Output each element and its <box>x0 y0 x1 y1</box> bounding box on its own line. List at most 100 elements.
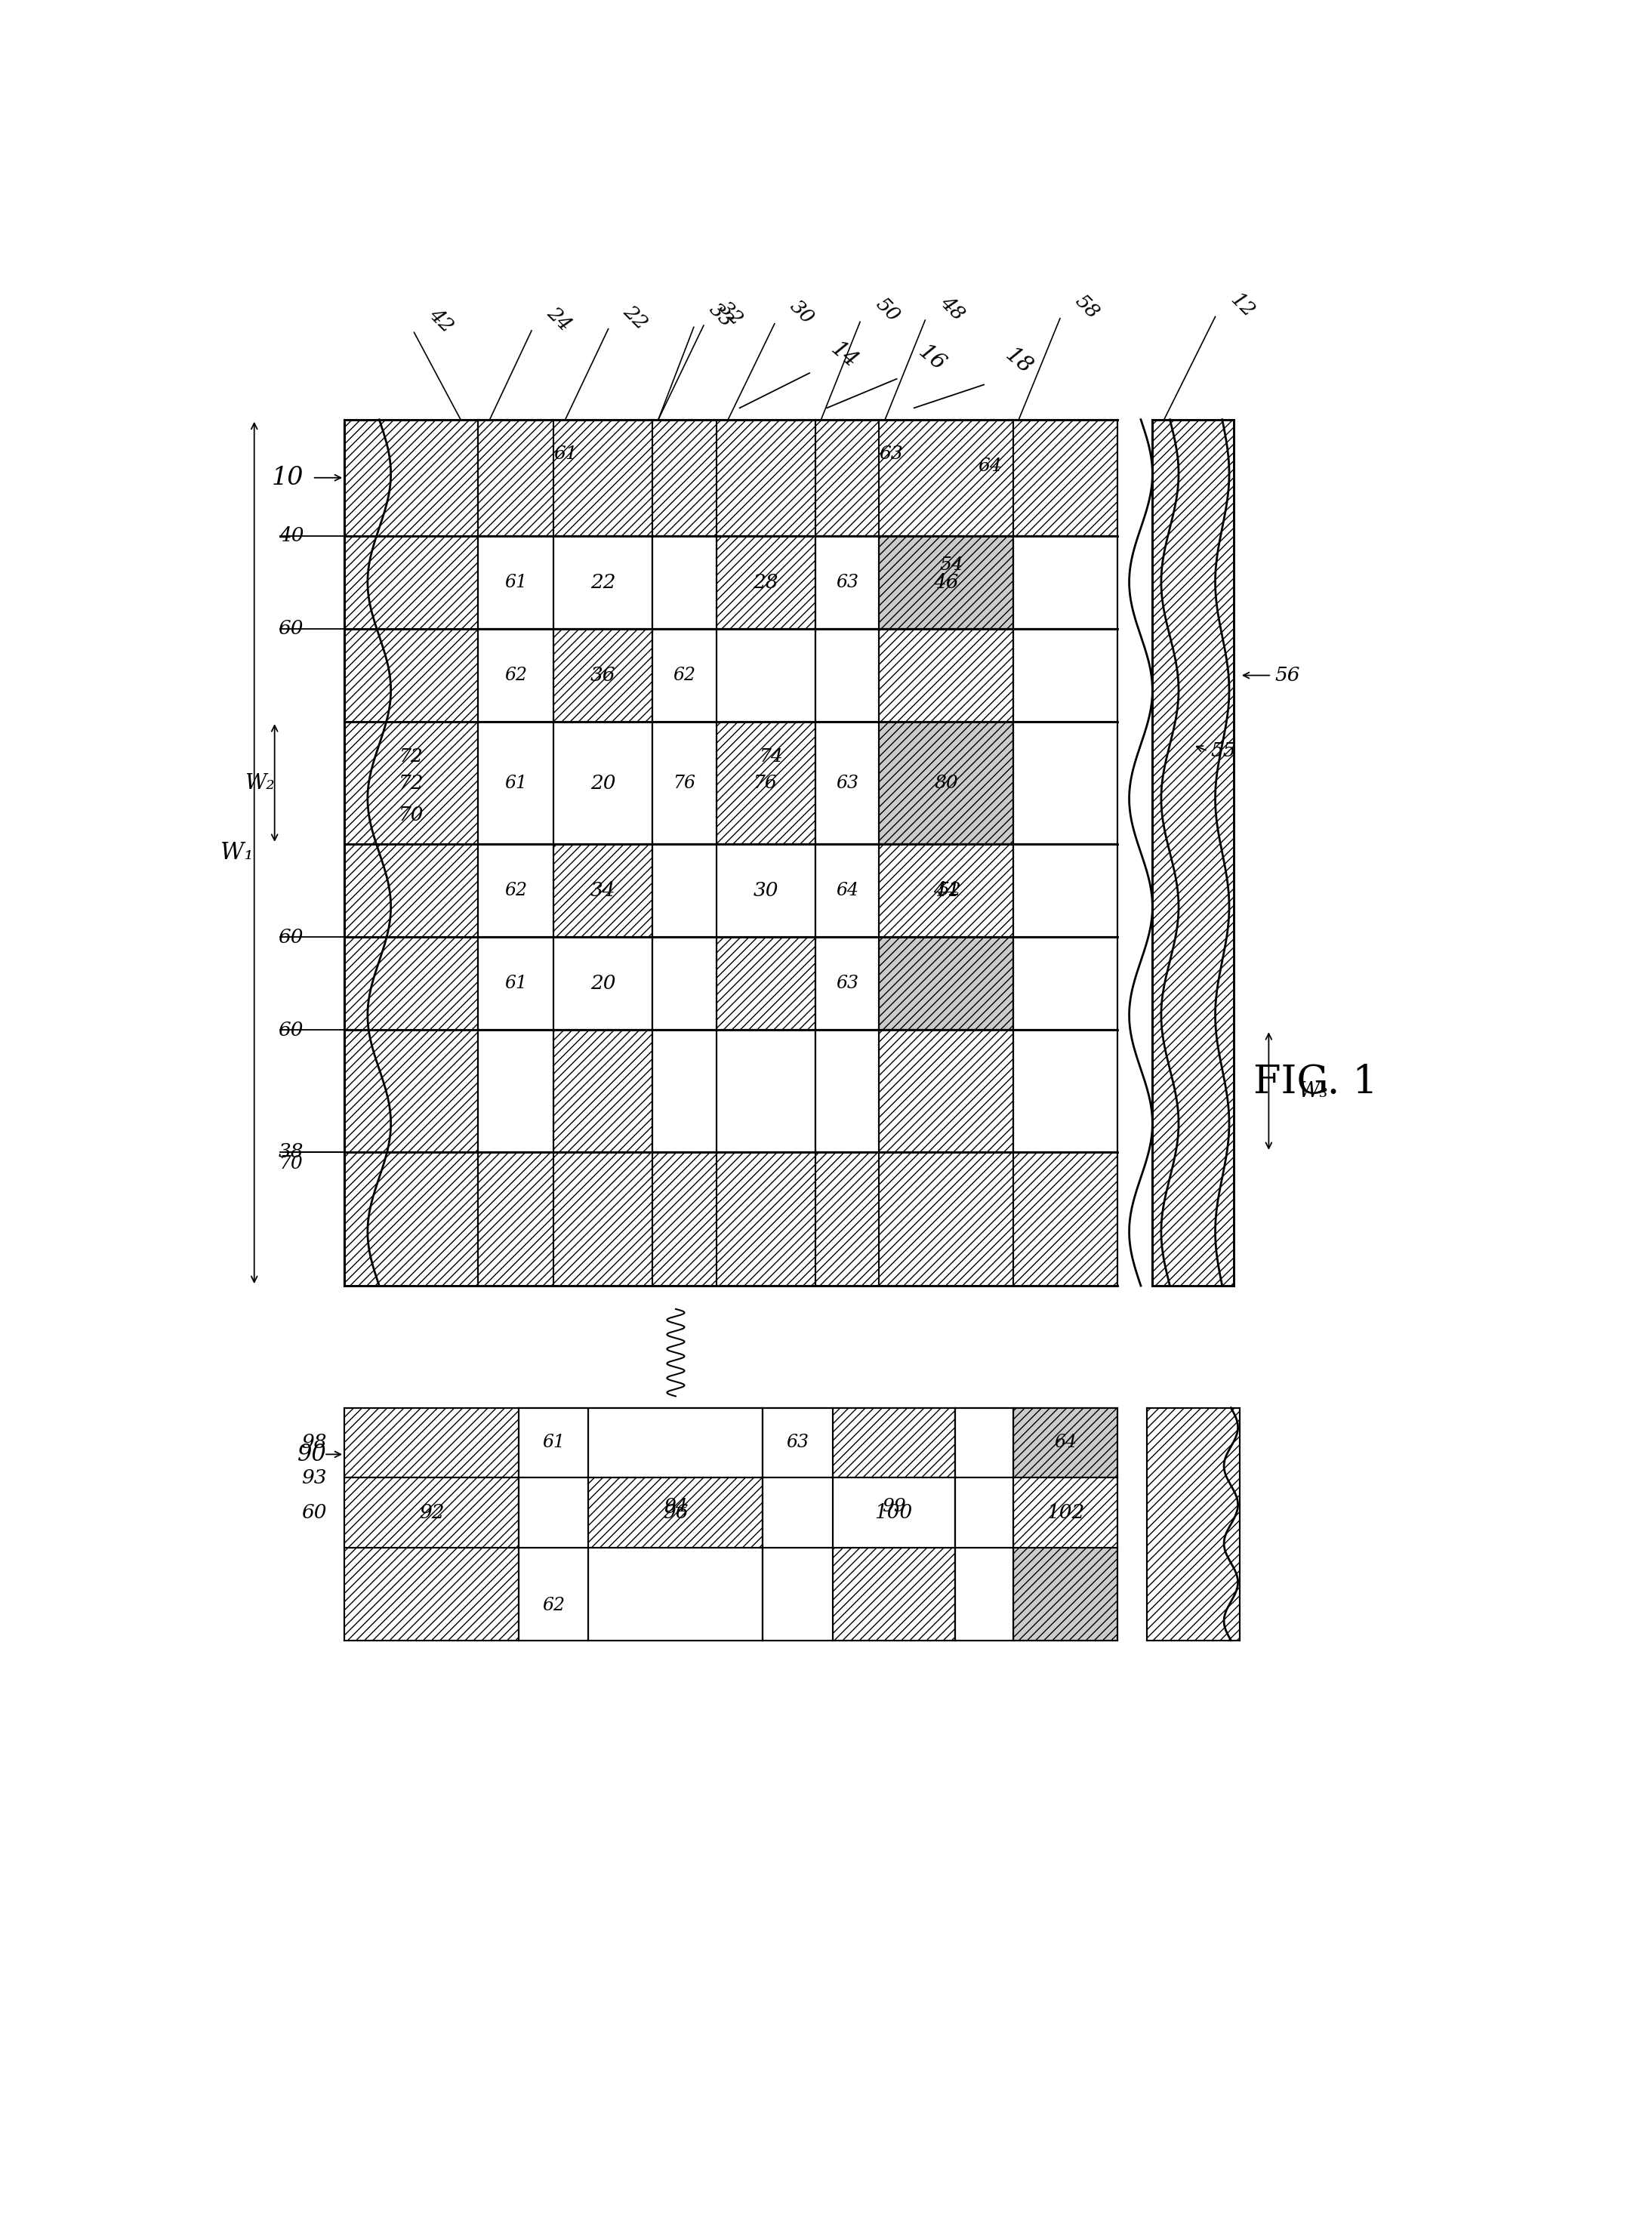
Bar <box>477 537 553 629</box>
Text: 60: 60 <box>278 928 304 946</box>
Bar <box>344 1407 1117 1479</box>
Bar <box>955 1548 1013 1640</box>
Bar <box>814 723 879 843</box>
Text: FIG. 1: FIG. 1 <box>1252 1063 1378 1101</box>
Text: 56: 56 <box>1275 667 1300 685</box>
Text: 62: 62 <box>504 881 527 899</box>
Text: 20: 20 <box>590 973 616 993</box>
Bar <box>717 537 814 629</box>
Text: 61: 61 <box>542 1434 565 1452</box>
Bar <box>653 937 717 1029</box>
Text: 54: 54 <box>940 557 963 573</box>
Text: 62: 62 <box>542 1597 565 1615</box>
Text: 33: 33 <box>705 300 737 331</box>
Text: 32: 32 <box>715 298 747 329</box>
Bar <box>477 1029 553 1152</box>
Bar <box>553 937 653 1029</box>
Bar <box>879 629 1013 723</box>
Text: 63: 63 <box>836 573 859 591</box>
Bar <box>344 421 477 1286</box>
Text: 63: 63 <box>786 1434 809 1452</box>
Text: 76: 76 <box>753 774 778 792</box>
Text: 72: 72 <box>400 747 423 765</box>
Text: 63: 63 <box>879 445 904 463</box>
Bar <box>879 1029 1013 1152</box>
Text: 92: 92 <box>420 1503 444 1521</box>
Text: 34: 34 <box>590 881 616 899</box>
Bar <box>833 1407 955 1479</box>
Text: 58: 58 <box>1072 291 1104 322</box>
Text: 40: 40 <box>278 526 304 546</box>
Text: 62: 62 <box>672 667 695 685</box>
Text: 22: 22 <box>620 302 651 333</box>
Bar <box>717 937 814 1029</box>
Text: 61: 61 <box>504 774 527 792</box>
Bar <box>1146 1407 1239 1640</box>
Bar <box>1153 421 1234 1286</box>
Text: 30: 30 <box>753 881 778 899</box>
Bar <box>519 1548 588 1640</box>
Text: 10: 10 <box>271 465 304 490</box>
Bar <box>717 629 814 723</box>
Text: 102: 102 <box>1046 1503 1084 1521</box>
Text: 22: 22 <box>590 573 616 593</box>
Text: 18: 18 <box>1001 344 1036 378</box>
Bar <box>477 937 553 1029</box>
Bar <box>477 1152 1117 1286</box>
Bar <box>653 537 717 629</box>
Bar <box>653 1029 717 1152</box>
Text: 38: 38 <box>278 1143 304 1161</box>
Bar <box>833 1479 955 1548</box>
Text: 76: 76 <box>672 774 695 792</box>
Text: 62: 62 <box>504 667 527 685</box>
Text: 12: 12 <box>1227 289 1259 320</box>
Bar <box>879 937 1013 1029</box>
Bar <box>763 1548 833 1640</box>
Bar <box>519 1407 588 1479</box>
Bar <box>1013 1548 1117 1640</box>
Text: 36: 36 <box>590 667 616 685</box>
Text: 55: 55 <box>1211 740 1236 761</box>
Text: 99: 99 <box>882 1499 905 1514</box>
Text: 70: 70 <box>279 1154 304 1172</box>
Text: 96: 96 <box>662 1503 689 1521</box>
Text: 20: 20 <box>590 774 616 792</box>
Bar <box>588 1548 763 1640</box>
Text: 90: 90 <box>297 1443 327 1465</box>
Bar <box>477 421 1117 537</box>
Bar <box>879 537 1013 629</box>
Bar <box>833 1548 955 1640</box>
Text: 60: 60 <box>302 1503 327 1521</box>
Bar <box>814 629 879 723</box>
Text: 72: 72 <box>398 774 425 792</box>
Bar <box>717 843 814 937</box>
Text: 93: 93 <box>302 1467 327 1488</box>
Text: 16: 16 <box>914 342 950 376</box>
Text: 52: 52 <box>937 881 961 899</box>
Text: 48: 48 <box>937 293 968 324</box>
Text: 46: 46 <box>933 573 958 593</box>
Bar <box>477 723 553 843</box>
Text: 60: 60 <box>278 620 304 638</box>
Bar <box>1013 1407 1117 1479</box>
Text: W₃: W₃ <box>1298 1080 1328 1101</box>
Bar <box>763 1407 833 1479</box>
Text: 64: 64 <box>836 881 859 899</box>
Text: 61: 61 <box>504 573 527 591</box>
Bar <box>1013 723 1117 843</box>
Bar <box>553 537 653 629</box>
Text: 30: 30 <box>786 298 818 327</box>
Text: 94: 94 <box>664 1499 687 1514</box>
Bar <box>717 1029 814 1152</box>
Bar <box>1013 937 1117 1029</box>
Bar <box>717 723 814 843</box>
Bar <box>814 537 879 629</box>
Bar <box>344 1479 1117 1548</box>
Bar <box>519 1479 588 1548</box>
Bar <box>553 1029 653 1152</box>
Bar <box>763 1479 833 1548</box>
Bar <box>879 723 1013 843</box>
Bar <box>588 1407 763 1479</box>
Text: 63: 63 <box>836 774 859 792</box>
Bar <box>1013 1479 1117 1548</box>
